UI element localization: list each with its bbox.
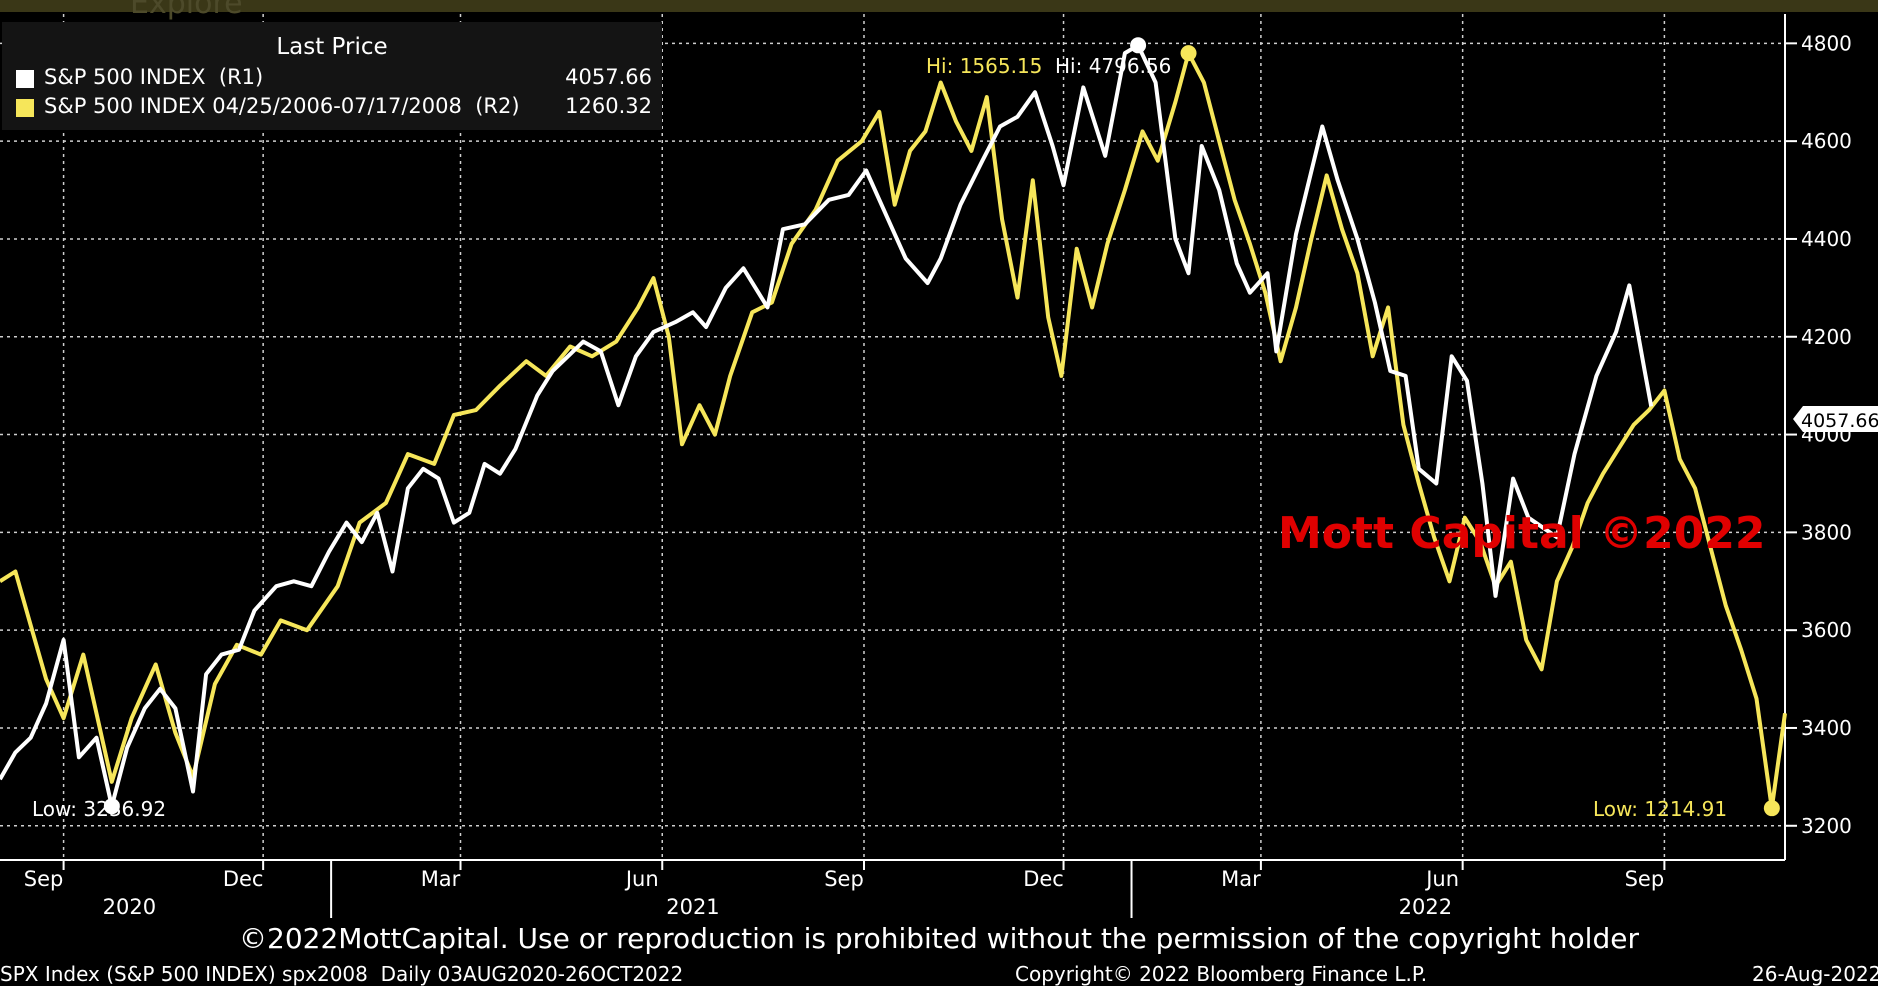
y-tick-label: 3400 — [1801, 716, 1852, 740]
legend-swatch-yellow — [16, 99, 34, 117]
x-year-label: 2021 — [666, 895, 719, 919]
series-line-sp500-2006-2008 — [0, 51, 1787, 811]
grid-lines — [0, 14, 1785, 860]
hi-yellow-label: Hi: 1565.15 — [926, 54, 1042, 78]
x-axis: Sep Dec Mar Jun Sep Dec Mar Jun Sep 2020 2021 2022 — [0, 859, 1785, 919]
y-tick-label: 3800 — [1801, 520, 1852, 544]
series-line-sp500 — [0, 43, 1654, 809]
low-marker — [1763, 800, 1780, 817]
y-tick-label: 4800 — [1801, 31, 1852, 55]
legend-label: S&P 500 INDEX 04/25/2006-07/17/2008 (R2) — [44, 94, 520, 118]
top-bar-ghost-text: Explore — [130, 0, 243, 21]
y-tick-label: 3600 — [1801, 618, 1852, 642]
x-tick-label: Sep — [24, 867, 64, 891]
x-tick-label: Jun — [624, 867, 659, 891]
low-white-label: Low: 3236.92 — [32, 797, 166, 821]
y-tick-label: 4400 — [1801, 227, 1852, 251]
copyright-notice: ©2022MottCapital. Use or reproduction is… — [239, 922, 1639, 955]
x-tick-label: Dec — [223, 867, 264, 891]
x-tick-label: Mar — [1221, 867, 1261, 891]
top-bar: Explore — [0, 0, 1878, 21]
y-tick-label: 3200 — [1801, 814, 1852, 838]
legend-swatch-white — [16, 70, 34, 88]
high-marker — [1180, 45, 1197, 62]
x-tick-label: Mar — [421, 867, 461, 891]
watermark: Mott Capital ©2022 — [1278, 508, 1766, 559]
high-marker — [1130, 37, 1147, 54]
extreme-markers — [103, 37, 1780, 817]
legend: Last Price S&P 500 INDEX (R1) 4057.66 S&… — [2, 22, 662, 130]
legend-value: 4057.66 — [565, 65, 652, 89]
x-tick-label: Sep — [1625, 867, 1665, 891]
series-lines — [0, 43, 1787, 811]
hi-white-label: Hi: 4796.56 — [1055, 54, 1171, 78]
low-yellow-label: Low: 1214.91 — [1593, 797, 1727, 821]
ticker-info: SPX Index (S&P 500 INDEX) spx2008 Daily … — [0, 962, 684, 986]
x-tick-label: Jun — [1424, 867, 1459, 891]
low-marker — [103, 798, 120, 815]
x-year-label: 2022 — [1399, 895, 1452, 919]
last-value-text: 4057.66 — [1801, 410, 1878, 432]
legend-row-sp500: S&P 500 INDEX (R1) 4057.66 — [12, 65, 652, 93]
legend-value: 1260.32 — [565, 94, 652, 118]
chart-date: 26-Aug-2022 — [1752, 962, 1878, 986]
legend-title: Last Price — [276, 34, 388, 60]
y-tick-label: 4600 — [1801, 129, 1852, 153]
y-tick-label: 4200 — [1801, 325, 1852, 349]
annotations: Hi: 1565.15 Hi: 4796.56 Low: 3236.92 Low… — [32, 54, 1727, 821]
legend-label: S&P 500 INDEX (R1) — [44, 65, 264, 89]
legend-row-sp500-2006: S&P 500 INDEX 04/25/2006-07/17/2008 (R2)… — [12, 94, 652, 122]
bloomberg-copyright: Copyright© 2022 Bloomberg Finance L.P. — [1015, 962, 1428, 986]
last-value-tag: 4057.66 — [1793, 406, 1878, 432]
x-tick-label: Dec — [1023, 867, 1064, 891]
x-year-label: 2020 — [103, 895, 156, 919]
x-tick-label: Sep — [824, 867, 864, 891]
